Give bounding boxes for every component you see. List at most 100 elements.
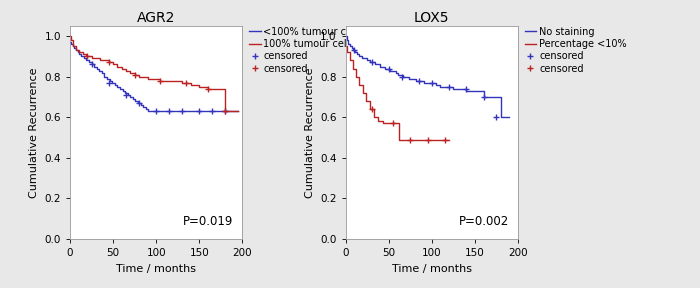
censored	[88, 63, 96, 66]
No staining	[351, 51, 359, 54]
Text: P=0.019: P=0.019	[183, 215, 234, 228]
100% tumour cells	[186, 83, 195, 86]
100% tumour cells	[69, 44, 78, 48]
censored	[406, 138, 414, 141]
Line: 100% tumour cells: 100% tumour cells	[70, 36, 238, 111]
Percentage <10%	[346, 59, 354, 62]
100% tumour cells	[148, 77, 156, 80]
<100% tumour cells	[234, 109, 242, 113]
censored	[389, 122, 398, 125]
Legend: <100% tumour cells, 100% tumour cells, censored, censored: <100% tumour cells, 100% tumour cells, c…	[249, 26, 363, 74]
100% tumour cells	[85, 55, 93, 58]
100% tumour cells	[234, 109, 242, 113]
Percentage <10%	[395, 138, 403, 141]
100% tumour cells	[118, 67, 126, 70]
Percentage <10%	[400, 138, 409, 141]
100% tumour cells	[212, 87, 220, 90]
No staining	[368, 61, 377, 64]
No staining	[480, 95, 488, 99]
Percentage <10%	[383, 122, 391, 125]
censored	[492, 115, 500, 119]
100% tumour cells	[204, 87, 212, 90]
Percentage <10%	[436, 138, 445, 141]
Percentage <10%	[412, 138, 421, 141]
100% tumour cells	[92, 57, 100, 60]
100% tumour cells	[139, 75, 148, 78]
censored	[104, 61, 113, 64]
100% tumour cells	[100, 59, 108, 62]
Percentage <10%	[428, 138, 436, 141]
100% tumour cells	[221, 109, 230, 113]
Percentage <10%	[352, 75, 361, 78]
Title: LOX5: LOX5	[414, 11, 449, 25]
censored	[152, 109, 160, 113]
censored	[350, 49, 358, 52]
100% tumour cells	[130, 73, 139, 76]
censored	[156, 79, 164, 82]
100% tumour cells	[122, 69, 130, 72]
100% tumour cells	[109, 63, 118, 66]
Percentage <10%	[356, 83, 364, 86]
Line: censored: censored	[351, 48, 499, 120]
100% tumour cells	[152, 77, 160, 80]
No staining	[496, 115, 505, 119]
Line: censored: censored	[89, 62, 228, 114]
100% tumour cells	[225, 109, 234, 113]
<100% tumour cells	[139, 105, 148, 109]
censored	[104, 81, 113, 84]
censored	[462, 87, 470, 90]
Percentage <10%	[406, 138, 414, 141]
<100% tumour cells	[155, 109, 163, 113]
censored	[368, 107, 376, 111]
100% tumour cells	[230, 109, 238, 113]
censored	[398, 75, 406, 78]
censored	[440, 138, 449, 141]
<100% tumour cells	[134, 101, 142, 105]
100% tumour cells	[78, 53, 87, 56]
<100% tumour cells	[82, 59, 90, 62]
Percentage <10%	[419, 138, 428, 141]
Y-axis label: Cumulative Recurrence: Cumulative Recurrence	[304, 67, 314, 198]
<100% tumour cells	[66, 40, 74, 44]
100% tumour cells	[216, 87, 225, 90]
Y-axis label: Cumulative Recurrence: Cumulative Recurrence	[29, 67, 39, 198]
100% tumour cells	[113, 65, 122, 68]
<100% tumour cells	[141, 107, 150, 111]
censored	[445, 85, 454, 88]
Line: No staining: No staining	[346, 36, 510, 117]
X-axis label: Time / months: Time / months	[116, 264, 196, 274]
Percentage <10%	[374, 120, 383, 123]
censored	[122, 93, 130, 97]
censored	[368, 61, 376, 64]
censored	[182, 81, 190, 84]
censored	[384, 67, 393, 70]
100% tumour cells	[169, 79, 178, 82]
100% tumour cells	[96, 59, 104, 62]
No staining	[501, 115, 510, 119]
censored	[424, 138, 432, 141]
Title: AGR2: AGR2	[137, 11, 175, 25]
Percentage <10%	[349, 67, 357, 70]
<100% tumour cells	[144, 109, 153, 113]
Line: Percentage <10%: Percentage <10%	[346, 46, 449, 140]
100% tumour cells	[72, 49, 80, 52]
censored	[178, 109, 186, 113]
censored	[414, 79, 423, 82]
100% tumour cells	[134, 75, 143, 78]
Percentage <10%	[362, 99, 370, 103]
censored	[130, 73, 139, 76]
censored	[480, 95, 488, 99]
censored	[221, 109, 230, 113]
100% tumour cells	[195, 85, 204, 88]
Percentage <10%	[370, 115, 378, 119]
censored	[428, 81, 436, 84]
Text: P=0.002: P=0.002	[459, 215, 510, 228]
censored	[165, 109, 174, 113]
Line: <100% tumour cells: <100% tumour cells	[70, 42, 238, 111]
100% tumour cells	[76, 51, 84, 54]
100% tumour cells	[66, 34, 74, 38]
100% tumour cells	[88, 57, 97, 60]
100% tumour cells	[126, 71, 134, 74]
X-axis label: Time / months: Time / months	[392, 264, 472, 274]
censored	[195, 109, 204, 113]
